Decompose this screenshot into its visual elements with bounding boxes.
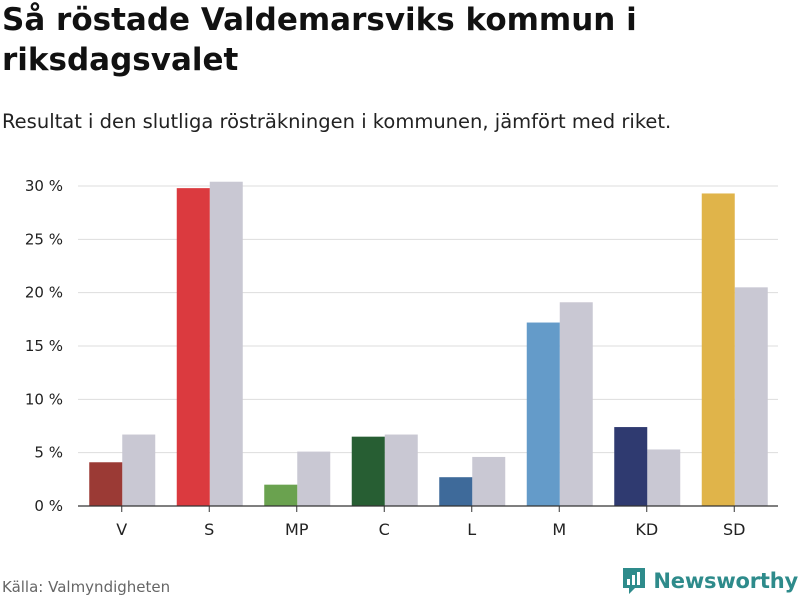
brand-name: Newsworthy (653, 569, 798, 593)
chart-subtitle: Resultat i den slutliga rösträkningen i … (2, 110, 672, 133)
bar-local-l (439, 477, 473, 506)
x-tick-label-mp: MP (285, 520, 309, 539)
bar-local-mp (264, 484, 298, 506)
bar-national-sd (734, 287, 768, 506)
bars (89, 181, 768, 506)
bar-national-mp (297, 451, 331, 506)
x-tick-label-kd: KD (635, 520, 658, 539)
bar-national-l (472, 456, 506, 506)
x-tick-label-s: S (204, 520, 214, 539)
bar-national-c (384, 434, 418, 506)
bar-local-v (89, 462, 123, 506)
source-note: Källa: Valmyndigheten (2, 578, 171, 596)
y-tick-label: 5 % (34, 444, 63, 462)
bar-national-kd (647, 449, 681, 506)
y-tick-label: 25 % (25, 230, 63, 248)
brand-logo: Newsworthy (621, 566, 798, 596)
y-tick-label: 15 % (25, 337, 63, 355)
bar-local-s (176, 188, 210, 506)
bar-local-sd (701, 193, 735, 506)
y-axis-ticks: 0 % 5 % 10 % 15 % 20 % 25 % 30 % (25, 177, 63, 515)
y-tick-label: 0 % (34, 497, 63, 515)
chart-title: Så röstade Valdemarsviks kommun i riksda… (2, 2, 637, 78)
bar-local-m (526, 322, 560, 506)
bar-chart-logo-icon (623, 568, 646, 594)
x-tick-label-l: L (467, 520, 476, 539)
y-tick-label: 30 % (25, 177, 63, 195)
x-tick-label-v: V (116, 520, 127, 539)
bar-national-v (122, 434, 156, 506)
y-tick-label: 10 % (25, 390, 63, 408)
bar-local-c (351, 436, 385, 506)
x-tick-label-m: M (552, 520, 566, 539)
bar-national-m (559, 302, 593, 506)
x-tick-label-sd: SD (723, 520, 745, 539)
x-axis-ticks: V S MP C L M KD SD (78, 505, 778, 539)
bar-national-s (209, 181, 243, 506)
x-tick-label-c: C (379, 520, 390, 539)
y-tick-label: 20 % (25, 284, 63, 302)
bar-local-kd (614, 427, 648, 506)
